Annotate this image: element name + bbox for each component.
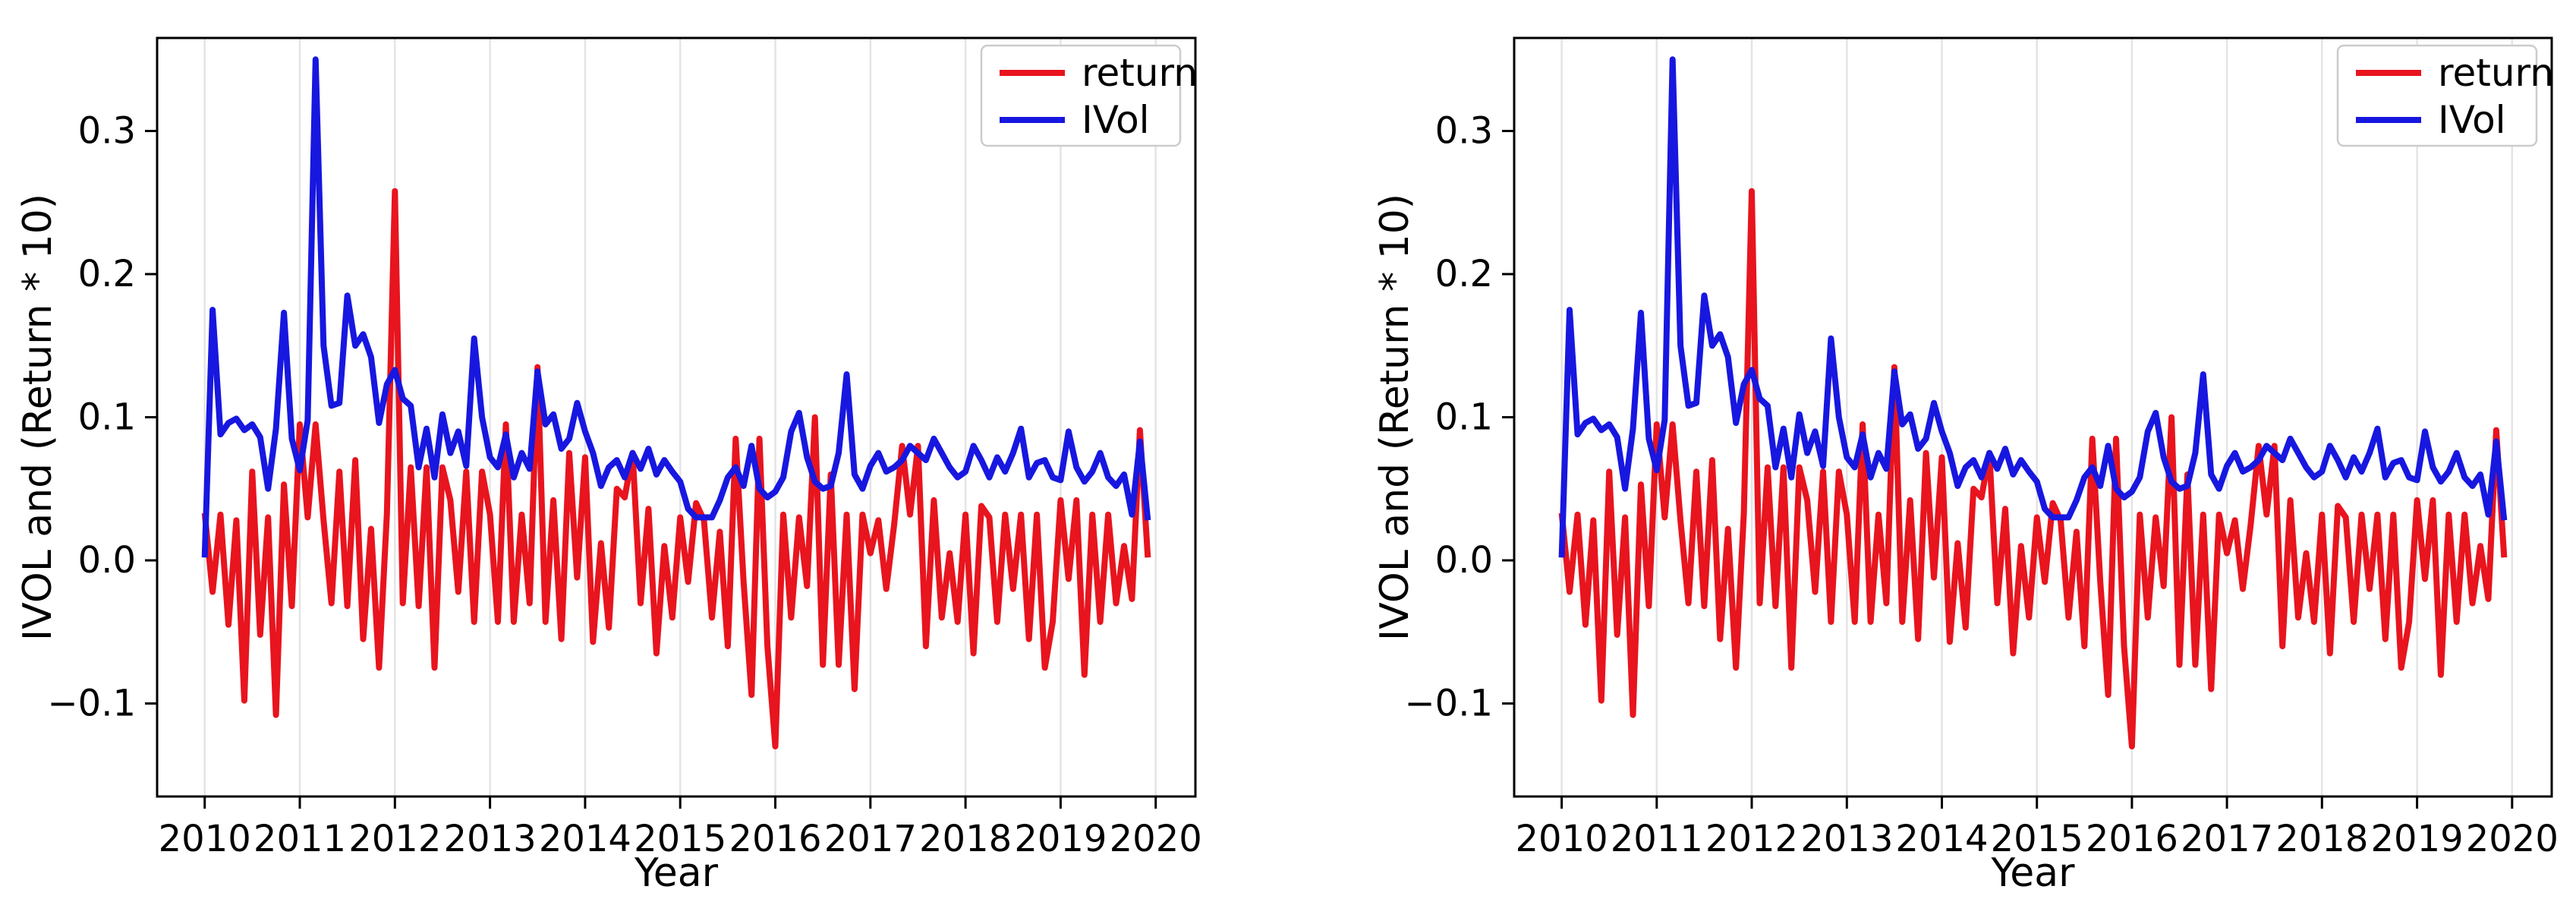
y-axis-tick-label: 0.2 (78, 253, 136, 295)
y-axis-title: IVOL and (Return * 10) (15, 194, 61, 641)
x-axis-title: Year (1990, 850, 2075, 896)
x-axis-tick-label: 2011 (254, 818, 346, 860)
y-axis-tick-label: −0.1 (47, 683, 136, 725)
x-axis-tick-label: 2014 (539, 818, 631, 860)
return-series-line (201, 188, 1151, 749)
ivol-series-line (201, 56, 1151, 558)
y-axis-tick-label: 0.1 (78, 396, 136, 439)
x-axis-tick-label: 2017 (2181, 818, 2273, 860)
x-axis-tick-label: 2020 (2466, 818, 2559, 860)
ivol-series-line (1558, 56, 2508, 558)
y-axis-tick-label: 0.0 (78, 539, 136, 582)
x-axis-tick-label: 2014 (1895, 818, 1988, 860)
y-axis-tick-label: 0.2 (1435, 253, 1493, 295)
x-axis-tick-label: 2019 (1014, 818, 1107, 860)
x-axis-tick-label: 2018 (919, 818, 1012, 860)
y-axis-tick-label: 0.1 (1435, 396, 1493, 439)
x-axis-tick-label: 2016 (729, 818, 821, 860)
x-axis-tick-label: 2019 (2371, 818, 2464, 860)
legend-ivol-label: IVol (2438, 98, 2506, 142)
legend-ivol-label: IVol (1082, 98, 1150, 142)
x-axis-tick-label: 2018 (2275, 818, 2368, 860)
y-axis-title: IVOL and (Return * 10) (1372, 194, 1418, 641)
legend-return-label: return (1082, 51, 1198, 95)
x-axis-tick-label: 2010 (1516, 818, 1608, 860)
x-axis-tick-label: 2013 (1800, 818, 1893, 860)
y-axis-tick-label: 0.3 (78, 110, 136, 153)
y-axis-tick-label: 0.3 (1435, 110, 1493, 153)
x-axis-tick-label: 2012 (348, 818, 441, 860)
x-axis-tick-label: 2020 (1110, 818, 1202, 860)
left-chart-panel: 2010 2011 2012 2013 2014 2015 2016 2017 2018 2019… (15, 36, 1202, 896)
x-axis-tick-label: 2010 (159, 818, 251, 860)
legend-return-label: return (2438, 51, 2554, 95)
x-axis-tick-label: 2017 (824, 818, 917, 860)
right-chart-panel: 2010 2011 2012 2013 2014 2015 2016 2017 2018 2019… (1372, 36, 2559, 896)
x-axis-tick-label: 2015 (1991, 818, 2083, 860)
y-axis-tick-label: −0.1 (1404, 683, 1493, 725)
return-series-line (1558, 188, 2508, 749)
y-axis-tick-label: 0.0 (1435, 539, 1493, 582)
x-axis-tick-label: 2012 (1705, 818, 1798, 860)
x-axis-tick-label: 2011 (1611, 818, 1703, 860)
x-axis-title: Year (634, 850, 719, 896)
x-axis-tick-label: 2016 (2086, 818, 2178, 860)
x-axis-tick-label: 2015 (634, 818, 726, 860)
x-axis-tick-label: 2013 (444, 818, 537, 860)
